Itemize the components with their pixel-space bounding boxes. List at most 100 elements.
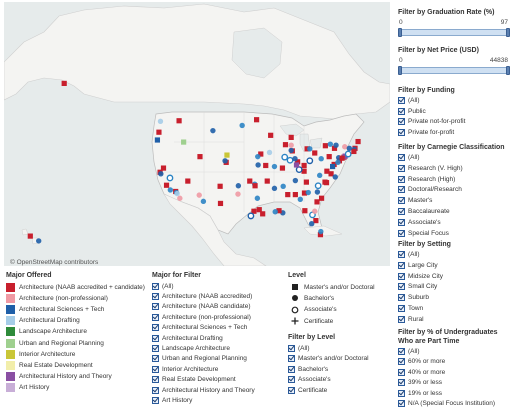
institution-mark[interactable] (264, 178, 270, 184)
price-max-handle[interactable] (506, 66, 510, 75)
setting-filter-option[interactable]: Midsize City (398, 272, 443, 281)
checkbox-checked-icon[interactable] (288, 386, 295, 394)
institution-mark[interactable] (235, 183, 242, 189)
institution-mark[interactable] (280, 183, 286, 189)
checkbox-checked-icon[interactable] (152, 303, 159, 311)
major-legend-item[interactable]: Landscape Architecture (6, 327, 87, 337)
map-canvas[interactable] (4, 2, 390, 266)
institution-mark[interactable] (295, 159, 301, 165)
institution-mark[interactable] (251, 208, 257, 214)
major-filter-option[interactable]: Architectural Drafting (152, 333, 223, 343)
institution-mark[interactable] (292, 156, 298, 162)
institution-mark[interactable] (286, 156, 294, 164)
major-filter-option[interactable]: Interior Architecture (152, 364, 218, 374)
institution-mark[interactable] (312, 208, 318, 214)
institution-mark[interactable] (271, 163, 278, 170)
parttime-filter-option[interactable]: 40% or more (398, 368, 445, 377)
institution-mark[interactable] (156, 129, 162, 135)
major-filter-option[interactable]: (All) (152, 281, 174, 291)
institution-mark[interactable] (177, 195, 183, 201)
checkbox-checked-icon[interactable] (398, 368, 405, 376)
institution-mark[interactable] (224, 152, 230, 158)
checkbox-checked-icon[interactable] (398, 164, 405, 172)
checkbox-checked-icon[interactable] (398, 197, 405, 205)
institution-mark[interactable] (303, 179, 309, 185)
institution-mark[interactable] (351, 148, 357, 155)
checkbox-checked-icon[interactable] (398, 208, 405, 215)
institution-mark[interactable] (285, 192, 291, 198)
institution-mark[interactable] (306, 157, 314, 165)
institution-mark[interactable] (339, 155, 345, 161)
checkbox-checked-icon[interactable] (152, 282, 159, 290)
major-legend-item[interactable]: Art History (6, 383, 49, 393)
setting-filter-option[interactable]: Small City (398, 282, 437, 291)
institution-mark[interactable] (176, 118, 182, 124)
institution-mark[interactable] (167, 187, 174, 193)
checkbox-checked-icon[interactable] (398, 175, 405, 183)
major-legend-item[interactable]: Architecture (NAAB accredited + candidat… (6, 282, 145, 292)
institution-mark[interactable] (235, 191, 241, 197)
carnegie-filter-option[interactable]: Baccalaureate (398, 207, 450, 216)
checkbox-checked-icon[interactable] (152, 324, 159, 332)
institution-mark[interactable] (326, 154, 332, 160)
checkbox-checked-icon[interactable] (398, 186, 405, 194)
institution-mark[interactable] (276, 208, 282, 214)
level-legend-item[interactable]: Certificate (290, 316, 333, 326)
institution-mark[interactable] (305, 189, 311, 196)
funding-filter-option[interactable]: Private not-for-profit (398, 117, 465, 126)
funding-filter-option[interactable]: Private for-profit (398, 128, 454, 137)
checkbox-checked-icon[interactable] (398, 348, 405, 355)
institution-mark[interactable] (197, 154, 203, 160)
price-track[interactable] (398, 67, 510, 74)
institution-mark[interactable] (163, 182, 170, 188)
checkbox-checked-icon[interactable] (152, 334, 159, 342)
carnegie-filter-option[interactable]: Associate's (398, 218, 441, 227)
checkbox-checked-icon[interactable] (152, 355, 159, 363)
carnegie-filter-option[interactable]: Doctoral/Research (398, 185, 462, 194)
checkbox-checked-icon[interactable] (398, 272, 405, 280)
parttime-filter-option[interactable]: (All) (398, 347, 420, 356)
checkbox-checked-icon[interactable] (152, 365, 159, 373)
institution-mark[interactable] (324, 168, 330, 174)
checkbox-checked-icon[interactable] (152, 344, 159, 352)
institution-mark[interactable] (61, 80, 67, 86)
institution-map[interactable]: © OpenStreetMap contributors (4, 2, 390, 266)
checkbox-checked-icon[interactable] (288, 365, 295, 373)
major-filter-option[interactable]: Architectural History and Theory (152, 385, 255, 395)
institution-mark[interactable] (181, 139, 187, 145)
institution-mark[interactable] (328, 171, 334, 177)
funding-filter-option[interactable]: Public (398, 107, 426, 116)
graduation-min-handle[interactable] (398, 28, 402, 37)
major-legend-item[interactable]: Architectural History and Theory (6, 372, 112, 382)
institution-mark[interactable] (327, 141, 334, 147)
parttime-filter-option[interactable]: N/A (Special Focus Institution) (398, 399, 495, 408)
major-filter-option[interactable]: Art History (152, 395, 192, 405)
major-legend-item[interactable]: Urban and Regional Planning (6, 338, 104, 348)
graduation-rate-slider[interactable]: 0 97 (398, 19, 510, 39)
checkbox-checked-icon[interactable] (398, 218, 405, 226)
checkbox-checked-icon[interactable] (398, 305, 405, 312)
checkbox-checked-icon[interactable] (398, 389, 405, 397)
setting-filter-option[interactable]: Large City (398, 261, 438, 270)
institution-mark[interactable] (342, 144, 348, 150)
institution-mark[interactable] (318, 195, 325, 201)
checkbox-checked-icon[interactable] (152, 313, 159, 321)
institution-mark[interactable] (346, 145, 353, 152)
checkbox-checked-icon[interactable] (398, 315, 405, 323)
institution-mark[interactable] (157, 118, 164, 124)
institution-mark[interactable] (254, 195, 261, 201)
institution-mark[interactable] (222, 158, 228, 164)
major-legend-item[interactable]: Architectural Sciences + Tech (6, 304, 104, 314)
institution-mark[interactable] (297, 196, 303, 202)
institution-mark[interactable] (196, 192, 202, 198)
institution-mark[interactable] (332, 174, 338, 180)
carnegie-filter-option[interactable]: (All) (398, 153, 420, 162)
map-attribution[interactable]: © OpenStreetMap contributors (10, 259, 99, 266)
institution-mark[interactable] (185, 178, 191, 184)
major-legend-item[interactable]: Interior Architecture (6, 349, 75, 359)
major-filter-option[interactable]: Architecture (NAAB accredited) (152, 291, 252, 301)
institution-mark[interactable] (293, 162, 300, 168)
institution-mark[interactable] (335, 159, 341, 166)
institution-mark[interactable] (239, 122, 245, 129)
institution-mark[interactable] (322, 143, 328, 149)
